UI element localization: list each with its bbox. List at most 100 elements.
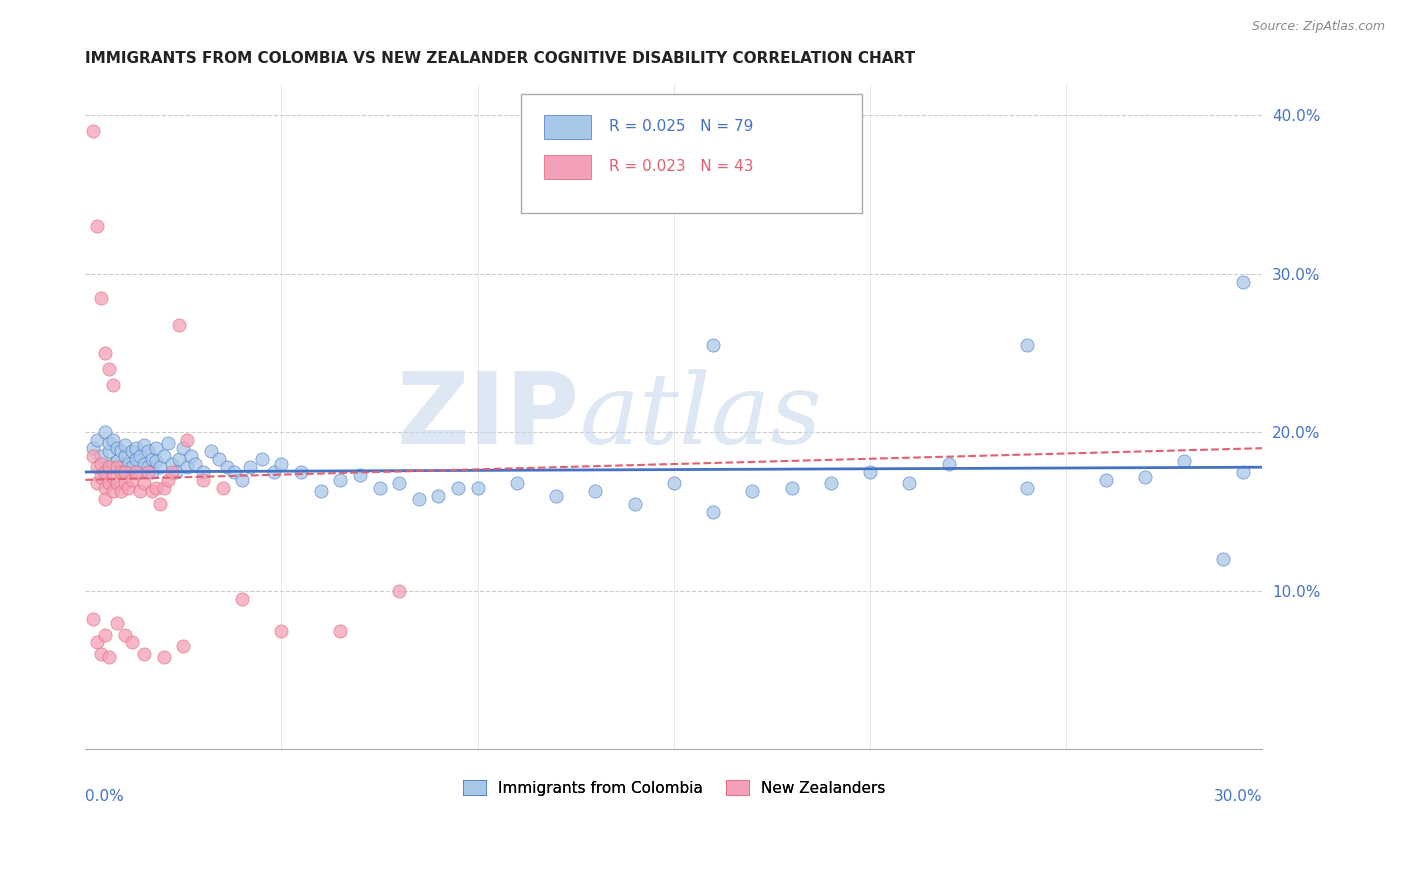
Point: [546, 489, 568, 503]
Text: 30.0%: 30.0%: [1213, 789, 1263, 805]
Point: [662, 476, 685, 491]
Point: [82, 449, 104, 463]
Point: [1094, 473, 1116, 487]
Point: [121, 473, 143, 487]
Point: [368, 481, 391, 495]
Point: [208, 452, 231, 467]
Point: [184, 457, 207, 471]
Point: [110, 460, 132, 475]
Point: [97, 460, 120, 475]
Point: [172, 640, 194, 654]
Point: [136, 444, 159, 458]
Text: R = 0.023   N = 43: R = 0.023 N = 43: [609, 160, 754, 174]
Point: [211, 481, 233, 495]
Point: [136, 465, 159, 479]
Point: [145, 481, 167, 495]
Point: [82, 612, 104, 626]
Text: 0.0%: 0.0%: [86, 789, 124, 805]
Point: [1232, 275, 1254, 289]
Text: atlas: atlas: [579, 368, 823, 464]
Point: [176, 434, 198, 448]
Point: [200, 444, 222, 458]
Point: [270, 457, 292, 471]
Point: [117, 457, 139, 471]
Point: [160, 457, 183, 471]
Point: [110, 444, 132, 458]
Point: [86, 476, 108, 491]
Point: [134, 438, 156, 452]
Point: [114, 438, 136, 452]
Point: [215, 460, 238, 475]
Point: [145, 454, 167, 468]
Point: [141, 465, 163, 479]
Point: [239, 460, 262, 475]
Point: [1232, 465, 1254, 479]
Point: [329, 473, 352, 487]
Point: [176, 460, 198, 475]
Point: [172, 441, 194, 455]
Point: [114, 465, 136, 479]
Point: [121, 444, 143, 458]
Point: [149, 497, 172, 511]
Point: [86, 219, 108, 234]
Point: [145, 441, 167, 455]
Point: [105, 615, 128, 630]
Point: [105, 454, 128, 468]
Point: [125, 452, 148, 467]
Point: [117, 481, 139, 495]
Point: [82, 441, 104, 455]
Point: [169, 318, 191, 332]
Point: [97, 436, 120, 450]
Point: [141, 452, 163, 467]
Point: [1015, 338, 1038, 352]
Point: [121, 634, 143, 648]
Point: [152, 449, 174, 463]
Point: [427, 489, 450, 503]
Point: [94, 425, 117, 440]
Point: [898, 476, 921, 491]
Point: [114, 449, 136, 463]
Point: [270, 624, 292, 638]
Point: [101, 469, 124, 483]
Point: [156, 473, 179, 487]
Point: [231, 473, 253, 487]
Point: [1133, 469, 1156, 483]
Point: [191, 465, 214, 479]
Point: [583, 483, 606, 498]
Point: [623, 497, 645, 511]
Point: [152, 650, 174, 665]
Point: [780, 481, 803, 495]
Point: [105, 460, 128, 475]
Point: [105, 476, 128, 491]
Point: [121, 460, 143, 475]
Point: [94, 465, 117, 479]
Text: Source: ZipAtlas.com: Source: ZipAtlas.com: [1251, 20, 1385, 33]
Point: [180, 449, 202, 463]
Point: [263, 465, 285, 479]
Point: [329, 624, 352, 638]
Point: [129, 465, 152, 479]
Point: [290, 465, 312, 479]
Point: [82, 124, 104, 138]
Point: [86, 434, 108, 448]
Point: [388, 476, 411, 491]
Text: ZIP: ZIP: [396, 368, 579, 465]
Point: [125, 465, 148, 479]
Point: [506, 476, 529, 491]
Point: [859, 465, 882, 479]
Point: [702, 505, 724, 519]
Point: [90, 457, 112, 471]
Point: [156, 436, 179, 450]
Point: [191, 473, 214, 487]
Point: [938, 457, 960, 471]
Point: [1212, 552, 1234, 566]
Point: [1173, 454, 1195, 468]
Point: [408, 491, 430, 506]
Point: [165, 465, 187, 479]
Point: [224, 465, 246, 479]
Point: [94, 491, 117, 506]
Point: [129, 483, 152, 498]
Point: [101, 483, 124, 498]
Point: [101, 434, 124, 448]
Point: [114, 476, 136, 491]
